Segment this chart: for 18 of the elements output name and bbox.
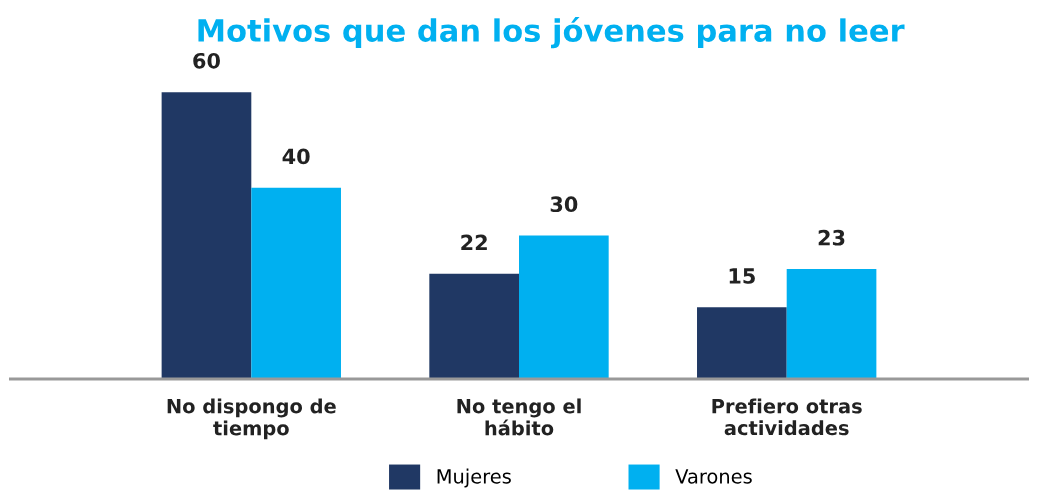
- bar: [161, 92, 252, 380]
- bar: [519, 235, 609, 380]
- data-label: 30: [550, 196, 578, 213]
- data-label: 22: [461, 234, 487, 251]
- legend-label: Mujeres: [437, 468, 511, 488]
- bar: [251, 187, 341, 380]
- data-label: 23: [818, 229, 845, 246]
- bar: [697, 307, 787, 380]
- data-label: 40: [282, 148, 310, 165]
- data-label: 15: [729, 268, 755, 284]
- x-tick-label: Prefiero otras actividades: [712, 398, 862, 436]
- bar: [786, 269, 877, 380]
- chart-title: Motivos que dan los jóvenes para no leer: [198, 17, 905, 49]
- data-label: 60: [193, 52, 220, 69]
- x-tick-label: No dispongo de tiempo: [167, 398, 336, 440]
- legend-label: Varones: [675, 469, 752, 484]
- bar: [429, 273, 519, 380]
- x-tick-label: No tengo el hábito: [457, 398, 581, 436]
